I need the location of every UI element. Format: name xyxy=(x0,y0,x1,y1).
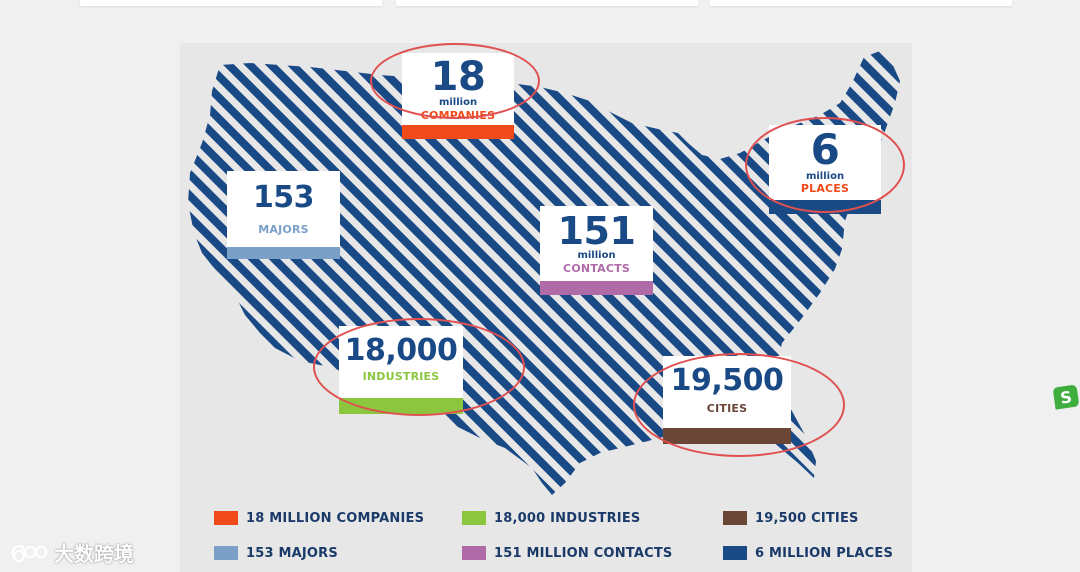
companies-unit: million xyxy=(438,97,478,108)
legend-item-majors: 153 MAJORS xyxy=(214,545,338,561)
legend-item-industries: 18,000 INDUSTRIES xyxy=(462,510,640,526)
places-stat-card: 6 million PLACES xyxy=(769,125,881,214)
sogou-input-icon[interactable]: S xyxy=(1052,384,1080,410)
watermark-text: 大数跨境 xyxy=(54,541,134,566)
places-unit: million xyxy=(805,171,845,182)
majors-label: MAJORS xyxy=(258,223,309,236)
legend-label-industries: 18,000 INDUSTRIES xyxy=(494,510,641,526)
contacts-color-bar xyxy=(540,281,653,295)
places-label: PLACES xyxy=(800,182,850,195)
legend-swatch-places xyxy=(723,546,747,560)
top-card-right xyxy=(710,0,1012,6)
companies-label: COMPANIES xyxy=(420,109,496,122)
industries-color-bar xyxy=(339,398,463,414)
contacts-stat-card: 151 million CONTACTS xyxy=(540,206,653,295)
cities-stat-card: 19,500 CITIES xyxy=(663,356,791,444)
companies-color-bar xyxy=(402,125,514,139)
legend-label-places: 6 MILLION PLACES xyxy=(755,545,894,561)
weibo-logo-icon xyxy=(11,544,47,562)
legend-swatch-majors xyxy=(214,546,238,560)
watermark: 大数跨境 xyxy=(8,538,134,566)
us-map xyxy=(188,51,900,495)
legend-label-contacts: 151 MILLION CONTACTS xyxy=(494,545,673,561)
us-data-infographic: 18 million COMPANIES 153 MAJORS 151 mill… xyxy=(180,43,912,572)
legend-label-majors: 153 MAJORS xyxy=(246,545,338,561)
legend-swatch-companies xyxy=(214,511,238,525)
companies-stat-card: 18 million COMPANIES xyxy=(402,53,514,139)
legend-label-cities: 19,500 CITIES xyxy=(755,510,859,526)
cities-number: 19,500 xyxy=(670,363,784,398)
legend-swatch-industries xyxy=(462,511,486,525)
contacts-label: CONTACTS xyxy=(563,262,630,275)
places-color-bar xyxy=(769,200,881,214)
legend-swatch-cities xyxy=(723,511,747,525)
majors-number: 153 xyxy=(252,180,315,215)
top-card-middle xyxy=(396,0,698,6)
legend-item-contacts: 151 MILLION CONTACTS xyxy=(462,545,672,561)
contacts-unit: million xyxy=(577,250,616,261)
legend-item-companies: 18 MILLION COMPANIES xyxy=(214,510,424,526)
places-number: 6 xyxy=(810,125,840,174)
majors-color-bar xyxy=(227,247,340,259)
legend-swatch-contacts xyxy=(462,546,486,560)
majors-stat-card: 153 MAJORS xyxy=(227,171,340,259)
industries-stat-card: 18,000 INDUSTRIES xyxy=(339,326,463,414)
legend-label-companies: 18 MILLION COMPANIES xyxy=(246,510,425,526)
cities-color-bar xyxy=(663,428,791,444)
companies-number: 18 xyxy=(430,54,486,100)
cities-label: CITIES xyxy=(706,402,748,415)
industries-number: 18,000 xyxy=(344,333,458,368)
contacts-number: 151 xyxy=(557,209,636,253)
industries-label: INDUSTRIES xyxy=(362,370,440,383)
legend-item-cities: 19,500 CITIES xyxy=(723,510,859,526)
top-card-left xyxy=(80,0,382,6)
legend-item-places: 6 MILLION PLACES xyxy=(723,545,893,561)
